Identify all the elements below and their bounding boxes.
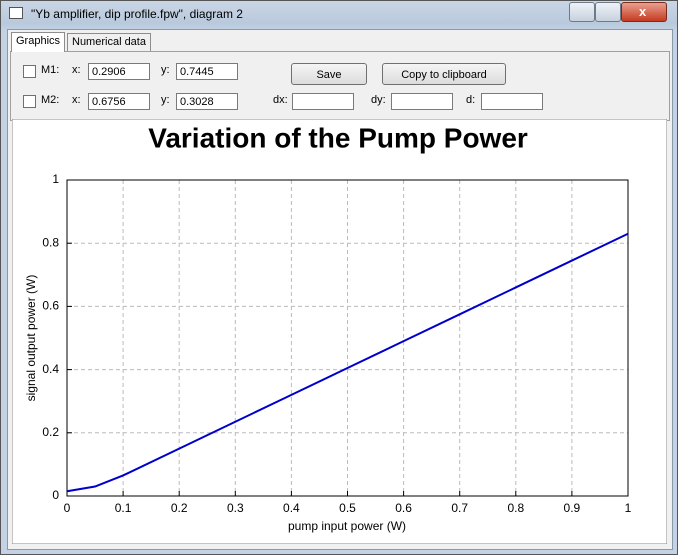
y-tick-label: 0.4 bbox=[42, 362, 59, 376]
text-field[interactable] bbox=[292, 93, 354, 110]
field-label: dy: bbox=[371, 94, 386, 106]
field-label: dx: bbox=[273, 94, 288, 106]
field-label: d: bbox=[466, 94, 476, 106]
chart: Variation of the Pump Power pump input p… bbox=[12, 119, 667, 544]
title-bar: "Yb amplifier, dip profile.fpw", diagram… bbox=[1, 1, 677, 29]
y-tick-label: 0 bbox=[52, 488, 59, 502]
text-field[interactable] bbox=[391, 93, 453, 110]
checkbox[interactable] bbox=[23, 65, 36, 78]
x-tick-label: 0.1 bbox=[115, 501, 132, 515]
y-axis-label: signal output power (W) bbox=[24, 275, 38, 402]
button[interactable]: Save bbox=[291, 63, 367, 85]
marker-label: M2: bbox=[41, 94, 60, 106]
window-title: "Yb amplifier, dip profile.fpw", diagram… bbox=[31, 7, 243, 21]
marker-panel: M1: x: 0.2906 y: 0.7445 Save Copy to cli… bbox=[10, 51, 670, 121]
plot-frame bbox=[66, 179, 629, 497]
field-label: y: bbox=[161, 64, 170, 76]
tab[interactable]: Numerical data bbox=[67, 33, 151, 51]
x-tick-label: 0.8 bbox=[507, 501, 524, 515]
y-tick-label: 0.2 bbox=[42, 425, 59, 439]
close-button[interactable]: x bbox=[621, 2, 667, 22]
checkbox[interactable] bbox=[23, 95, 36, 108]
tab[interactable]: Graphics bbox=[11, 32, 66, 52]
text-field[interactable]: 0.6756 bbox=[88, 93, 150, 110]
button[interactable]: Copy to clipboard bbox=[382, 63, 506, 85]
text-field[interactable] bbox=[481, 93, 543, 110]
app-icon bbox=[9, 7, 23, 19]
x-tick-label: 0.3 bbox=[227, 501, 244, 515]
y-tick-label: 0.6 bbox=[42, 299, 59, 313]
minimize-button[interactable] bbox=[569, 2, 595, 22]
x-axis-label: pump input power (W) bbox=[288, 519, 406, 533]
marker-label: M1: bbox=[41, 64, 60, 76]
y-tick-label: 0.8 bbox=[42, 235, 59, 249]
x-tick-label: 0.6 bbox=[395, 501, 412, 515]
x-tick-label: 0.9 bbox=[564, 501, 581, 515]
maximize-button[interactable] bbox=[595, 2, 621, 22]
field-label: x: bbox=[72, 94, 81, 106]
x-tick-label: 0.2 bbox=[171, 501, 188, 515]
x-tick-label: 1 bbox=[625, 501, 632, 515]
chart-background bbox=[12, 119, 667, 544]
x-tick-label: 0.5 bbox=[339, 501, 356, 515]
text-field[interactable]: 0.7445 bbox=[176, 63, 238, 80]
data-line bbox=[66, 232, 629, 493]
y-tick-label: 1 bbox=[52, 172, 59, 186]
field-label: y: bbox=[161, 94, 170, 106]
text-field[interactable]: 0.2906 bbox=[88, 63, 150, 80]
x-tick-label: 0 bbox=[64, 501, 71, 515]
x-tick-label: 0.4 bbox=[283, 501, 300, 515]
field-label: x: bbox=[72, 64, 81, 76]
text-field[interactable]: 0.3028 bbox=[176, 93, 238, 110]
x-tick-label: 0.7 bbox=[451, 501, 468, 515]
chart-title: Variation of the Pump Power bbox=[148, 122, 528, 153]
